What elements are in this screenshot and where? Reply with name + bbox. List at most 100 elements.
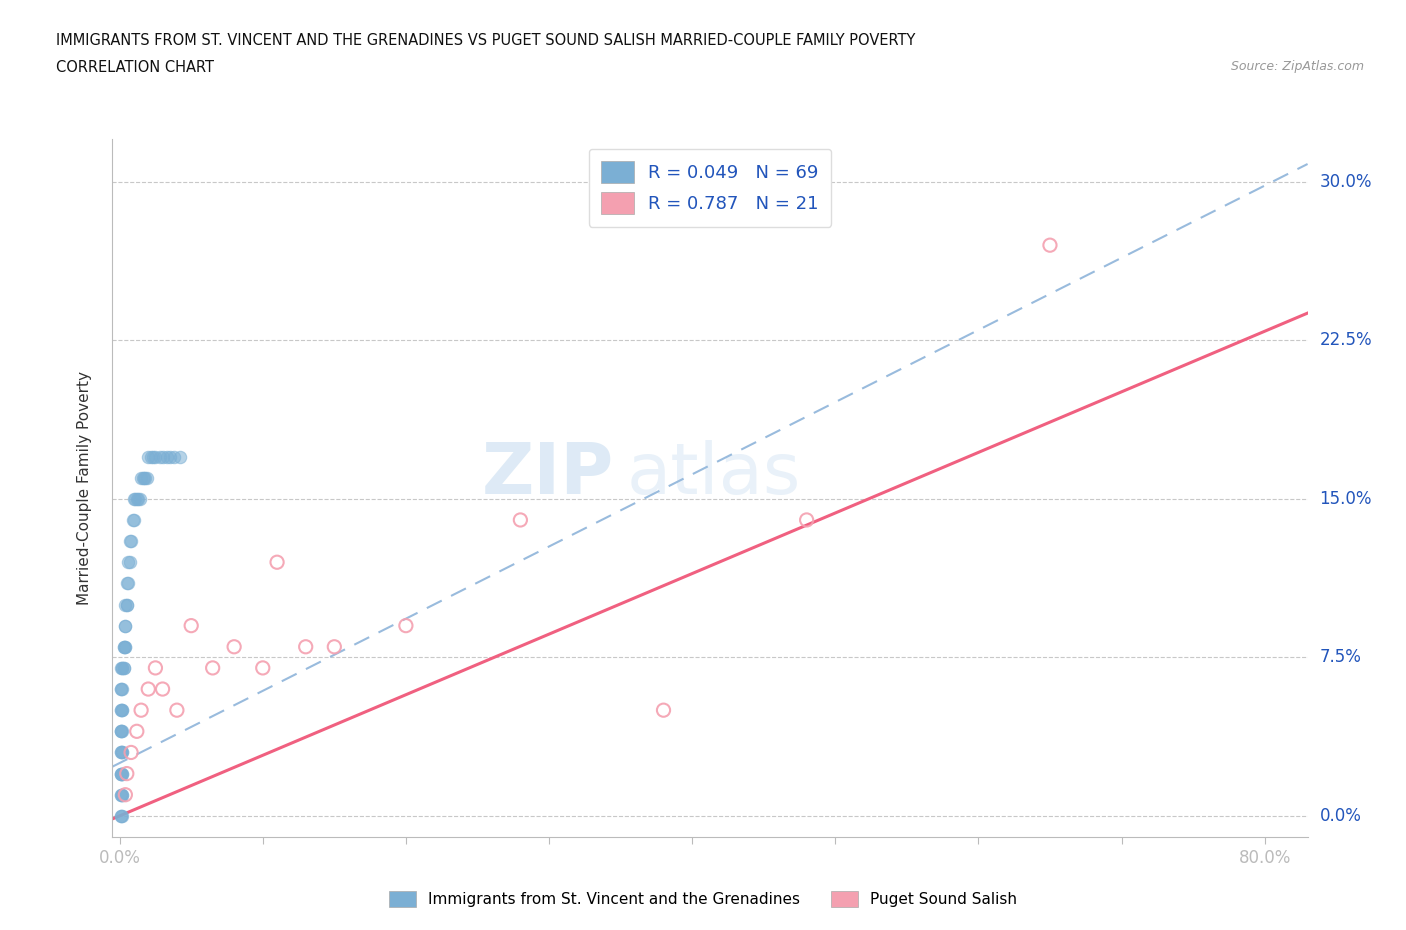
Point (110, 745, 132, 760)
Point (124, 491, 146, 506)
Point (252, 660, 274, 675)
Point (156, 449, 179, 464)
Point (145, 449, 167, 464)
Point (114, 618, 136, 633)
Point (111, 745, 134, 760)
Point (115, 597, 138, 612)
Point (509, 512, 531, 527)
Legend: Immigrants from St. Vincent and the Grenadines, Puget Sound Salish: Immigrants from St. Vincent and the Gren… (382, 884, 1024, 913)
Text: 30.0%: 30.0% (1319, 173, 1372, 191)
Text: 22.5%: 22.5% (1319, 331, 1372, 350)
Point (110, 703, 132, 718)
Point (121, 512, 143, 527)
Point (112, 660, 135, 675)
Point (136, 682, 159, 697)
Text: IMMIGRANTS FROM ST. VINCENT AND THE GRENADINES VS PUGET SOUND SALISH MARRIED-COU: IMMIGRANTS FROM ST. VINCENT AND THE GREN… (56, 33, 915, 47)
Point (110, 766, 132, 781)
Point (114, 788, 136, 803)
Point (110, 788, 132, 803)
Point (149, 449, 172, 464)
Point (110, 660, 132, 675)
Text: 0.0%: 0.0% (1319, 807, 1361, 825)
Point (294, 639, 316, 654)
Point (110, 703, 132, 718)
Point (136, 449, 159, 464)
Point (117, 576, 139, 591)
Point (166, 703, 188, 718)
Text: CORRELATION CHART: CORRELATION CHART (56, 60, 214, 75)
Point (115, 576, 138, 591)
Point (111, 703, 134, 718)
Point (111, 703, 134, 718)
Point (112, 660, 135, 675)
Point (131, 471, 153, 485)
Point (111, 660, 134, 675)
Point (117, 555, 139, 570)
Point (122, 491, 145, 506)
Point (110, 808, 132, 823)
Point (180, 618, 202, 633)
Point (114, 639, 136, 654)
Point (110, 766, 132, 781)
Point (111, 745, 134, 760)
Text: ZIP: ZIP (482, 440, 614, 509)
Legend: R = 0.049   N = 69, R = 0.787   N = 21: R = 0.049 N = 69, R = 0.787 N = 21 (589, 149, 831, 227)
Point (169, 449, 191, 464)
Point (152, 682, 174, 697)
Point (395, 618, 418, 633)
Point (110, 808, 132, 823)
Point (1039, 238, 1062, 253)
Point (122, 512, 145, 527)
Point (115, 766, 138, 781)
Point (134, 471, 156, 485)
Point (114, 639, 136, 654)
Point (110, 788, 132, 803)
Point (201, 660, 224, 675)
Point (110, 682, 132, 697)
Point (125, 724, 148, 738)
Point (110, 766, 132, 781)
Point (132, 471, 155, 485)
Point (110, 745, 132, 760)
Text: Source: ZipAtlas.com: Source: ZipAtlas.com (1230, 60, 1364, 73)
Point (266, 555, 288, 570)
Point (111, 766, 134, 781)
Y-axis label: Married-Couple Family Poverty: Married-Couple Family Poverty (77, 371, 91, 605)
Point (127, 491, 149, 506)
Point (111, 808, 134, 823)
Point (111, 766, 134, 781)
Point (111, 788, 134, 803)
Point (796, 512, 818, 527)
Text: atlas: atlas (626, 440, 801, 509)
Point (110, 682, 132, 697)
Point (111, 682, 134, 697)
Point (110, 724, 132, 738)
Point (120, 745, 142, 760)
Point (112, 639, 135, 654)
Point (111, 724, 134, 738)
Point (129, 471, 152, 485)
Point (125, 491, 148, 506)
Point (115, 597, 138, 612)
Point (110, 724, 132, 738)
Point (159, 449, 181, 464)
Point (652, 703, 675, 718)
Text: 7.5%: 7.5% (1319, 648, 1361, 666)
Point (110, 724, 132, 738)
Point (142, 449, 165, 464)
Point (139, 449, 162, 464)
Point (114, 597, 136, 612)
Point (152, 449, 174, 464)
Point (145, 660, 167, 675)
Point (224, 639, 246, 654)
Point (111, 660, 134, 675)
Point (118, 555, 141, 570)
Point (111, 788, 134, 803)
Point (135, 471, 157, 485)
Point (112, 639, 135, 654)
Point (323, 639, 346, 654)
Point (129, 703, 152, 718)
Point (163, 449, 186, 464)
Text: 15.0%: 15.0% (1319, 490, 1372, 508)
Point (114, 618, 136, 633)
